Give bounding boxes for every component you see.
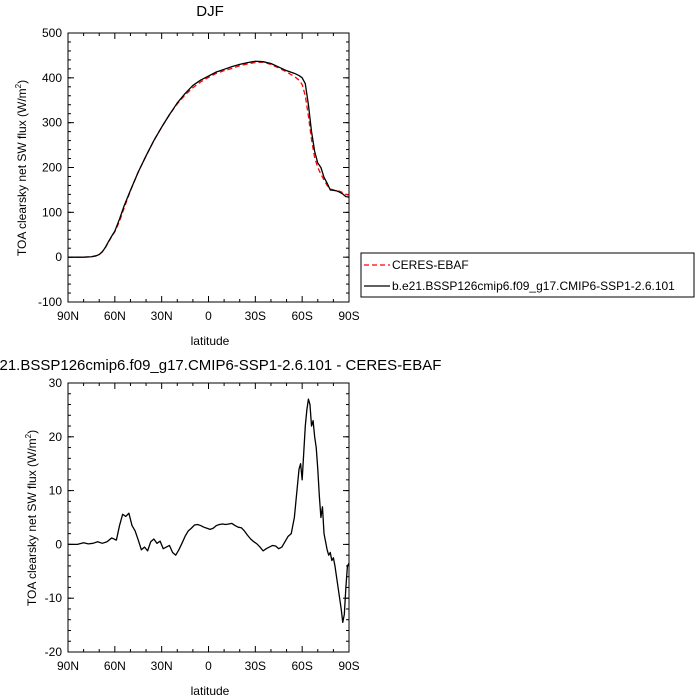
legend-label-ceres-ebaf: CERES-EBAF: [392, 258, 469, 272]
bottom-x-tick-label: 0: [205, 659, 212, 673]
top-y-tick-label: 200: [42, 161, 62, 175]
bottom-chart-title: b.e21.BSSP126cmip6.f09_g17.CMIP6-SSP1-2.…: [0, 357, 441, 374]
top-y-tick-label: 500: [42, 26, 62, 40]
bottom-x-tick-label: 60S: [291, 659, 312, 673]
top-y-tick-label: 300: [42, 116, 62, 130]
bottom-x-tick-label: 30S: [245, 659, 266, 673]
bottom-series-line-0: [68, 398, 350, 624]
top-chart-title: DJF: [196, 3, 224, 20]
bottom-y-tick-label: -20: [45, 645, 63, 659]
top-y-tick-label: 100: [42, 205, 62, 219]
legend: CERES-EBAF b.e21.BSSP126cmip6.f09_g17.CM…: [360, 252, 695, 298]
bottom-y-tick-label: 10: [49, 484, 63, 498]
top-y-axis-label: TOA clearsky net SW flux (W/m2): [14, 80, 29, 256]
top-y-tick-label: -100: [38, 295, 62, 309]
bottom-x-tick-label: 30N: [151, 659, 173, 673]
bottom-y-tick-label: 20: [49, 430, 63, 444]
bottom-x-tick-label: 90S: [338, 659, 359, 673]
top-x-tick-label: 0: [205, 309, 212, 323]
bottom-panel: b.e21.BSSP126cmip6.f09_g17.CMIP6-SSP1-2.…: [0, 357, 441, 698]
top-x-tick-label: 60N: [104, 309, 126, 323]
top-panel: DJF 90N 60N 30N 0 30S 60S 90S -100 0 100 200 300 400…: [14, 3, 695, 348]
top-y-tick-label: 0: [55, 250, 62, 264]
top-y-tick-label: 400: [42, 71, 62, 85]
bottom-x-tick-label: 60N: [104, 659, 126, 673]
legend-box: [360, 252, 695, 298]
top-x-axis-label: latitude: [191, 334, 230, 348]
top-x-tick-label: 30S: [245, 309, 266, 323]
bottom-plot-frame: [67, 382, 350, 653]
top-x-tick-label: 30N: [151, 309, 173, 323]
bottom-x-tick-label: 90N: [57, 659, 79, 673]
bottom-y-tick-label: 0: [55, 537, 62, 551]
legend-label-model: b.e21.BSSP126cmip6.f09_g17.CMIP6-SSP1-2.…: [392, 279, 675, 293]
bottom-y-axis-label: TOA clearsky net SW flux (W/m2): [24, 430, 39, 606]
top-x-tick-label: 90N: [57, 309, 79, 323]
bottom-y-tick-label: 30: [49, 376, 63, 390]
bottom-x-axis-label: latitude: [191, 684, 230, 698]
bottom-plot-area: 90N 60N 30N 0 30S 60S 90S -20 -10 0 10 20 30: [45, 376, 360, 673]
top-plot-frame: [67, 32, 350, 303]
top-x-tick-label: 60S: [291, 309, 312, 323]
top-plot-area: 90N 60N 30N 0 30S 60S 90S -100 0 100 200 300 400 500: [38, 26, 360, 323]
bottom-y-tick-label: -10: [45, 591, 63, 605]
top-x-tick-label: 90S: [338, 309, 359, 323]
top-series-line-1: [68, 60, 350, 258]
